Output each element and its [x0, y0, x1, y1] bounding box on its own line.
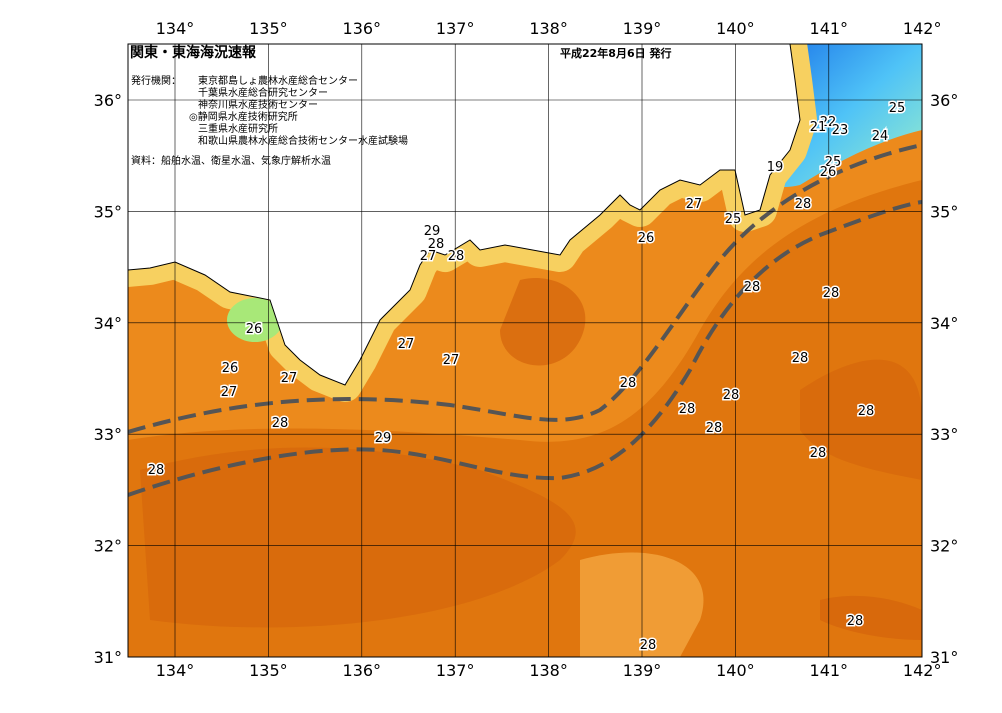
contour-label: 27 [420, 249, 437, 264]
contour-label: 29 [424, 224, 441, 239]
contour-label: 27 [443, 353, 460, 368]
contour-label: 25 [889, 101, 906, 116]
lon-label-bottom: 136° [343, 661, 382, 680]
contour-label: 28 [744, 280, 761, 295]
warm-patch [500, 278, 586, 366]
publisher: 三重県水産研究所 [198, 122, 278, 135]
contour-label: 28 [428, 237, 445, 252]
lon-label-bottom: 141° [810, 661, 849, 680]
publisher-list: 東京都島しょ農林水産総合センター千葉県水産総合研究センター神奈川県水産技術センタ… [189, 74, 408, 147]
contour-label: 27 [221, 385, 238, 400]
land [128, 44, 801, 386]
contour-label: 23 [832, 123, 849, 138]
contour-label: 28 [847, 614, 864, 629]
lat-label-left: 32° [94, 537, 122, 556]
contour-label: 25 [725, 212, 742, 227]
contour-label: 28 [272, 416, 289, 431]
title: 関東・東海海況速報 [130, 44, 257, 61]
contour-label: 28 [723, 388, 740, 403]
cool-bay [227, 298, 283, 342]
contour-label: 28 [148, 463, 165, 478]
lon-label-top: 138° [529, 19, 568, 38]
contour-label: 28 [810, 446, 827, 461]
kuroshio-path [128, 143, 922, 434]
lat-label-left: 31° [94, 648, 122, 667]
axis-labels: 134° 134° 135° 135° 136° 136° 137° 137° 138° 138°… [94, 19, 959, 680]
contour-label: 24 [872, 129, 889, 144]
contour-label: 26 [638, 231, 655, 246]
map-area [128, 44, 922, 657]
lon-label-bottom: 135° [249, 661, 288, 680]
frame [127, 43, 923, 658]
contour-label: 22 [820, 115, 837, 130]
contour-label: 28 [795, 197, 812, 212]
lat-label-left: 35° [94, 202, 122, 221]
graticule [128, 44, 922, 657]
publisher-label: 発行機関： [131, 74, 181, 87]
lon-label-bottom: 139° [623, 661, 662, 680]
lon-label-top: 134° [156, 19, 195, 38]
publisher: 和歌山県農林水産総合技術センター水産試験場 [198, 134, 408, 147]
contour-label: 19 [767, 160, 784, 175]
lon-label-bottom: 134° [156, 661, 195, 680]
lat-label-right: 31° [930, 648, 958, 667]
contour-label: 28 [823, 286, 840, 301]
warm-patch [800, 359, 922, 480]
contour-label: 28 [792, 351, 809, 366]
lon-label-top: 142° [903, 19, 942, 38]
lat-label-right: 34° [930, 314, 958, 333]
publisher: 東京都島しょ農林水産総合センター [198, 74, 358, 87]
lon-label-top: 135° [249, 19, 288, 38]
lat-label-right: 33° [930, 425, 958, 444]
lat-label-right: 32° [930, 537, 958, 556]
contour-label: 26 [820, 165, 837, 180]
kuroshio-path [128, 200, 922, 497]
contour-label: 27 [281, 371, 298, 386]
lon-label-bottom: 142° [903, 661, 942, 680]
lon-label-top: 139° [623, 19, 662, 38]
contour-label: 29 [375, 431, 392, 446]
lon-label-top: 141° [810, 19, 849, 38]
issue-date: 平成22年8月6日 発行 [560, 46, 671, 60]
lat-label-right: 35° [930, 202, 958, 221]
publisher: 神奈川県水産技術センター [198, 98, 318, 111]
lat-label-left: 34° [94, 314, 122, 333]
lon-label-bottom: 138° [529, 661, 568, 680]
contour-label: 26 [246, 322, 263, 337]
warm-patch [820, 595, 922, 640]
lat-label-left: 36° [94, 91, 122, 110]
data-source: 資料：船舶水温、衛星水温、気象庁解析水温 [131, 154, 331, 167]
contour-label: 28 [620, 376, 637, 391]
contour-label: 28 [640, 638, 657, 653]
warm-patch [140, 447, 576, 628]
contour-label: 21 [810, 120, 827, 135]
contour-label: 27 [398, 337, 415, 352]
lon-label-top: 140° [716, 19, 755, 38]
publisher: ◎静岡県水産技術研究所 [189, 110, 298, 123]
lon-label-top: 136° [343, 19, 382, 38]
contour-label: 26 [222, 361, 239, 376]
lat-label-right: 36° [930, 91, 958, 110]
lon-label-top: 137° [436, 19, 475, 38]
publisher: 千葉県水産総合研究センター [198, 86, 328, 99]
contour-label: 27 [686, 197, 703, 212]
contour-label: 25 [825, 155, 842, 170]
lon-label-bottom: 140° [716, 661, 755, 680]
lon-label-bottom: 137° [436, 661, 475, 680]
contour-label: 28 [679, 402, 696, 417]
contour-label: 28 [448, 249, 465, 264]
contour-label: 28 [706, 421, 723, 436]
lat-label-left: 33° [94, 425, 122, 444]
contour-label: 28 [858, 404, 875, 419]
